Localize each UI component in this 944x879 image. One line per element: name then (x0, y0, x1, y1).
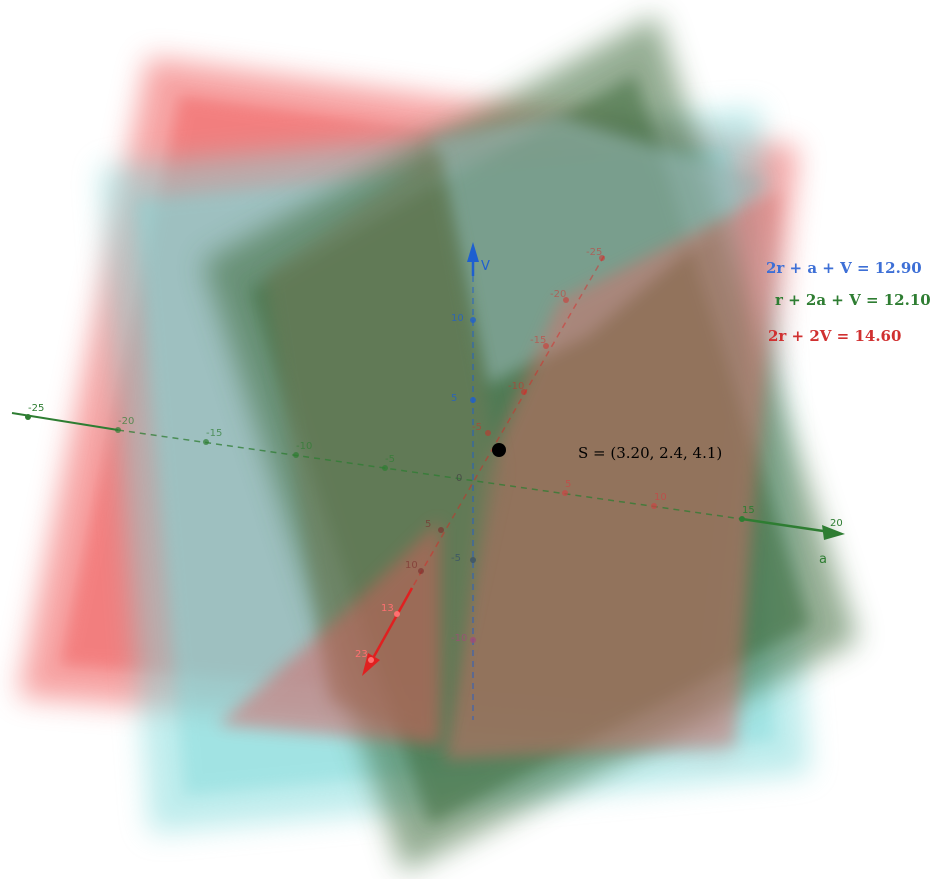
axis-v-tick-label: -10 (451, 633, 467, 644)
axis-r-tick-mark (543, 343, 549, 349)
axis-r-tick-label: 10 (405, 560, 418, 571)
axis-a-tick-mark (827, 529, 833, 535)
axis-r-tick-mark (438, 527, 444, 533)
axis-r-solid (370, 587, 414, 661)
axis-v-name: V (481, 259, 490, 274)
axis-v: V (467, 242, 490, 720)
axis-a-tick-mark (651, 503, 657, 509)
axis-a-tick-mark (562, 490, 568, 496)
axis-r-tick-mark (368, 657, 374, 663)
axis-v-ticks: 10 5 -5 -10 (451, 313, 476, 644)
axis-a-solid-right (741, 517, 831, 534)
origin-label: 0 (456, 473, 462, 484)
axis-a-tick-label: 5 (565, 479, 571, 490)
axis-r-tick-label: -20 (550, 289, 566, 300)
axis-v-tick-label: -5 (451, 553, 461, 564)
axis-v-tick-label: 10 (451, 313, 464, 324)
equation-1: 2r + a + V = 12.90 (766, 259, 922, 277)
point-s-marker (492, 443, 506, 457)
axis-a-tick-label: -10 (296, 441, 312, 452)
point-s[interactable]: S = (3.20, 2.4, 4.1) (492, 443, 722, 462)
axis-r-arrowhead (362, 653, 380, 676)
axis-v-tick-mark (470, 557, 476, 563)
axis-r-tick-label: -10 (508, 381, 524, 392)
axis-v-tick-mark (470, 317, 476, 323)
axis-a-arrowhead (822, 525, 845, 540)
plane-overlaps (218, 116, 780, 760)
axis-r-tick-label: 13 (381, 603, 394, 614)
axis-a-ticks: -25 -20 -15 -10 -5 5 10 15 20 (25, 403, 843, 535)
axis-a-tick-mark (25, 414, 31, 420)
axis-r-tick-mark (485, 430, 491, 436)
axis-a-tick-mark (115, 427, 121, 433)
equation-3: 2r + 2V = 14.60 (768, 327, 901, 345)
axis-r-ticks: -25 -20 -15 -10 -5 5 10 13 23 (355, 247, 605, 663)
axis-v-tick-mark (470, 397, 476, 403)
point-s-label: S = (3.20, 2.4, 4.1) (578, 444, 722, 462)
axis-r-tick-label: -25 (586, 247, 602, 258)
axis-a-tick-label: 20 (830, 518, 843, 529)
axis-r-tick-label: -15 (530, 335, 546, 346)
axis-a-tick-label: 10 (654, 492, 667, 503)
axis-r-tick-label: 5 (425, 519, 431, 530)
axis-a-tick-mark (293, 452, 299, 458)
axis-r-tick-mark (394, 611, 400, 617)
axis-a-tick-label: -25 (28, 403, 44, 414)
axis-r-tick-mark (418, 568, 424, 574)
axis-a-tick-mark (739, 516, 745, 522)
overlap-red-lower (218, 520, 440, 745)
axis-a-tick-label: -15 (206, 428, 222, 439)
axis-r-tick-mark (521, 389, 527, 395)
axis-v-arrowhead (467, 242, 479, 262)
axis-v-tick-label: 5 (451, 393, 457, 404)
axis-v-tick-mark (470, 637, 476, 643)
axis-r (362, 255, 605, 676)
overlap-green-cyan (432, 116, 768, 385)
axis-r-tick-mark (599, 255, 605, 261)
axis-a-tick-label: 15 (742, 505, 755, 516)
axis-r-tick-mark (563, 297, 569, 303)
axis-a-tick-label: -5 (385, 454, 395, 465)
axis-a-tick-label: -20 (118, 416, 134, 427)
axis-a-tick-mark (382, 465, 388, 471)
axis-r-tick-label: 23 (355, 649, 368, 660)
axis-a-tick-mark (203, 439, 209, 445)
axis-r-tick-label: -5 (472, 422, 482, 433)
overlap-dark-band (265, 150, 500, 745)
equations-list: 2r + a + V = 12.90 r + 2a + V = 12.10 2r… (766, 259, 931, 345)
axis-a-name: a (819, 552, 827, 567)
overlap-red-interior (445, 190, 780, 760)
equation-2: r + 2a + V = 12.10 (775, 291, 931, 309)
axis-r-dashed (411, 255, 605, 589)
